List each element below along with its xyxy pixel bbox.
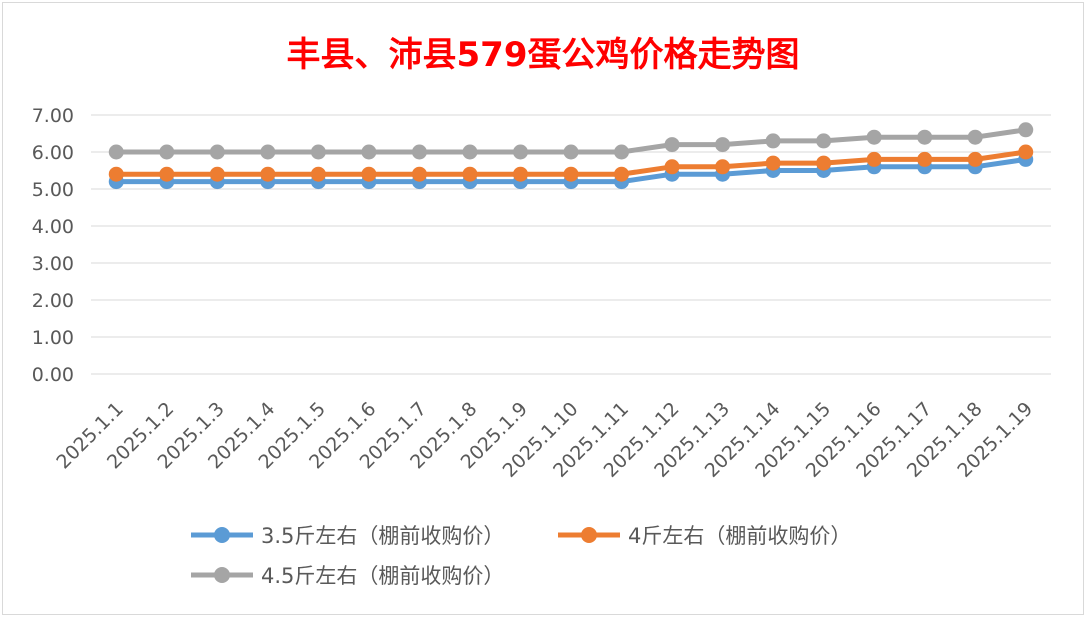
data-point [1018, 122, 1034, 138]
legend-swatch-marker [214, 527, 230, 543]
legend-label: 4斤左右（棚前收购价） [628, 524, 851, 548]
data-point [715, 159, 731, 175]
data-point [108, 166, 124, 182]
legend-item: 4斤左右（棚前收购价） [558, 524, 851, 548]
legend-swatch-marker [214, 567, 230, 583]
data-point [310, 166, 326, 182]
data-point [967, 151, 983, 167]
data-point [917, 129, 933, 145]
data-point [462, 144, 478, 160]
data-point [765, 155, 781, 171]
legend-item: 4.5斤左右（棚前收购价） [191, 564, 504, 588]
line-chart: 丰县、沛县579蛋公鸡价格走势图 0.00 1.00 2.00 3.00 4.00 5.0… [32, 35, 1051, 588]
data-point [209, 166, 225, 182]
y-axis-tick-labels: 0.00 1.00 2.00 3.00 4.00 5.00 6.00 7.00 [32, 105, 74, 386]
legend-label: 4.5斤左右（棚前收购价） [261, 564, 504, 588]
data-point [1018, 144, 1034, 160]
y-tick-label: 5.00 [32, 179, 74, 201]
data-point [512, 166, 528, 182]
data-point [765, 133, 781, 149]
y-tick-label: 1.00 [32, 327, 74, 349]
data-point [967, 129, 983, 145]
data-point [816, 133, 832, 149]
data-point [816, 155, 832, 171]
y-tick-label: 3.00 [32, 253, 74, 275]
data-point [512, 144, 528, 160]
data-point [664, 159, 680, 175]
data-point [563, 166, 579, 182]
data-point [866, 151, 882, 167]
data-point [159, 144, 175, 160]
y-tick-label: 2.00 [32, 290, 74, 312]
data-point [866, 129, 882, 145]
y-tick-label: 4.00 [32, 216, 74, 238]
data-point [614, 144, 630, 160]
data-point [361, 166, 377, 182]
data-point [108, 144, 124, 160]
x-axis-tick-labels: 2025.1.12025.1.22025.1.32025.1.42025.1.5… [52, 398, 1037, 482]
series-2 [108, 144, 1034, 182]
data-point [563, 144, 579, 160]
data-point [361, 144, 377, 160]
series-layer [108, 122, 1034, 190]
series-3 [108, 122, 1034, 160]
data-point [260, 144, 276, 160]
data-point [462, 166, 478, 182]
data-point [614, 166, 630, 182]
y-tick-label: 6.00 [32, 142, 74, 164]
data-point [411, 166, 427, 182]
data-point [159, 166, 175, 182]
data-point [917, 151, 933, 167]
legend: 3.5斤左右（棚前收购价） 4斤左右（棚前收购价） 4.5斤左右（棚前收购价） [191, 524, 851, 588]
data-point [209, 144, 225, 160]
data-point [715, 137, 731, 153]
y-tick-label: 7.00 [32, 105, 74, 127]
data-point [411, 144, 427, 160]
legend-item: 3.5斤左右（棚前收购价） [191, 524, 504, 548]
data-point [310, 144, 326, 160]
data-point [260, 166, 276, 182]
y-tick-label: 0.00 [32, 364, 74, 386]
chart-title: 丰县、沛县579蛋公鸡价格走势图 [287, 35, 800, 75]
data-point [664, 137, 680, 153]
legend-swatch-marker [581, 527, 597, 543]
legend-label: 3.5斤左右（棚前收购价） [261, 524, 504, 548]
